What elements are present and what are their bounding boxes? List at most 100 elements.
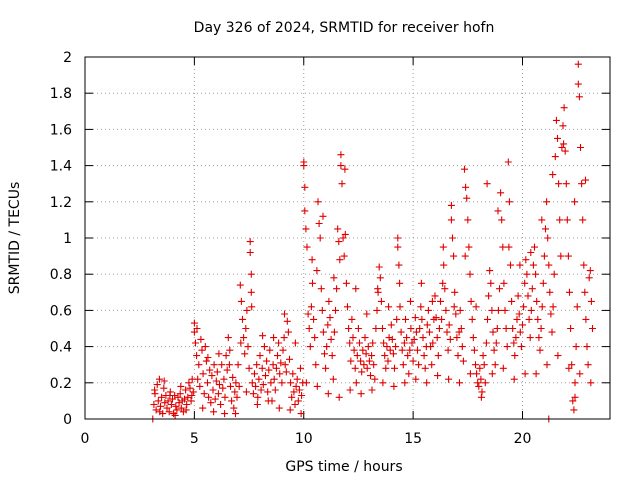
data-point: [587, 379, 595, 387]
data-point: [330, 328, 338, 336]
data-point: [434, 352, 442, 360]
data-point: [242, 325, 250, 332]
data-point: [259, 381, 267, 389]
data-point: [484, 315, 491, 323]
data-point: [472, 303, 480, 311]
data-point: [246, 249, 254, 256]
data-point: [445, 321, 453, 329]
data-point: [558, 144, 566, 151]
data-point: [544, 234, 552, 242]
data-point: [412, 328, 420, 336]
data-point: [363, 364, 371, 372]
plot-frame: [84, 56, 611, 420]
data-point: [275, 339, 283, 347]
data-point: [367, 372, 374, 380]
data-point: [356, 339, 363, 347]
data-point: [405, 370, 413, 378]
data-point: [572, 343, 580, 351]
data-point: [555, 180, 563, 188]
data-point: [523, 270, 531, 278]
data-point: [304, 310, 312, 318]
data-point: [543, 361, 551, 369]
data-point: [359, 346, 367, 354]
data-point: [282, 368, 290, 376]
data-point: [493, 325, 501, 332]
data-point: [326, 314, 334, 322]
data-point: [390, 382, 398, 390]
data-point: [536, 346, 544, 354]
data-point: [297, 364, 304, 372]
data-point: [154, 397, 162, 405]
data-point: [548, 328, 556, 336]
data-point: [210, 361, 218, 369]
y-tick-label: 0: [63, 412, 72, 428]
data-point: [549, 171, 557, 179]
data-point: [589, 325, 596, 332]
data-point: [567, 325, 575, 332]
data-point: [176, 390, 184, 398]
data-point: [573, 303, 581, 311]
data-point: [396, 279, 404, 287]
data-point: [177, 404, 185, 412]
data-point: [453, 334, 461, 342]
data-point: [417, 279, 425, 287]
data-point: [247, 270, 255, 278]
data-point: [214, 390, 222, 398]
data-point: [411, 314, 419, 322]
data-point: [165, 408, 173, 416]
data-point: [151, 386, 159, 394]
data-point: [527, 249, 535, 256]
data-point: [256, 352, 264, 360]
data-point: [248, 303, 256, 311]
data-point: [417, 303, 425, 311]
data-point: [574, 60, 582, 68]
data-point: [517, 343, 525, 351]
data-point: [200, 390, 208, 398]
data-point: [456, 379, 463, 387]
data-point: [202, 357, 210, 365]
data-point: [328, 352, 336, 360]
data-point: [545, 261, 553, 269]
data-point: [476, 364, 484, 372]
data-point: [383, 343, 391, 351]
data-point: [386, 346, 394, 354]
data-point: [280, 334, 288, 342]
data-point: [394, 234, 402, 242]
data-point: [514, 292, 522, 300]
data-point: [281, 310, 288, 318]
data-point: [432, 314, 440, 322]
data-point: [483, 180, 491, 188]
chart-title: Day 326 of 2024, SRMTID for receiver hof…: [194, 20, 495, 36]
data-point: [221, 410, 229, 418]
data-point: [330, 274, 338, 282]
data-point: [552, 116, 560, 124]
data-point: [428, 297, 436, 305]
data-point: [352, 379, 360, 387]
data-point: [499, 364, 507, 372]
data-point: [357, 390, 365, 398]
data-point: [362, 350, 370, 358]
data-point: [276, 370, 284, 378]
data-point: [198, 346, 206, 354]
data-point: [236, 281, 244, 289]
data-point: [557, 252, 565, 260]
data-point: [195, 361, 203, 369]
data-point: [252, 382, 260, 390]
data-point: [247, 288, 255, 296]
data-point: [232, 379, 240, 387]
data-point: [519, 321, 526, 329]
data-point: [472, 361, 479, 369]
data-point: [350, 346, 358, 354]
data-point: [196, 382, 204, 390]
data-point: [424, 306, 432, 314]
data-point: [447, 201, 455, 209]
data-point: [376, 274, 384, 282]
y-tick-label: 1.4: [50, 159, 72, 175]
data-point: [246, 238, 254, 246]
y-tick-label: 1: [63, 231, 72, 247]
data-point: [332, 306, 339, 314]
data-point: [216, 381, 223, 389]
data-point: [398, 346, 406, 354]
data-point: [324, 321, 332, 329]
data-point: [538, 216, 546, 224]
